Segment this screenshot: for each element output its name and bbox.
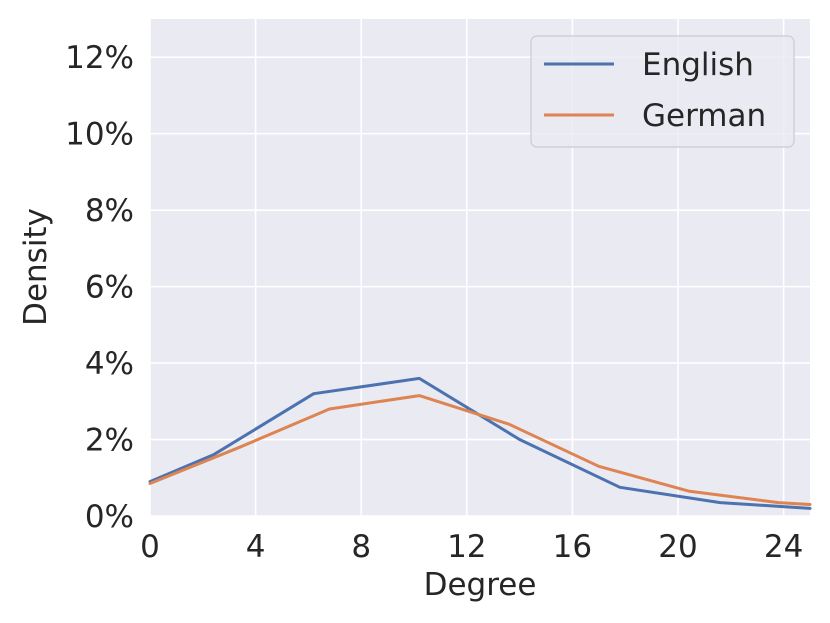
y-axis-label: Density bbox=[18, 208, 54, 326]
series-line-german bbox=[148, 394, 812, 506]
x-tick-labels: 0 4 8 12 16 20 24 bbox=[140, 529, 803, 565]
x-tick-label: 4 bbox=[246, 529, 266, 565]
y-tick-label: 6% bbox=[85, 270, 134, 306]
legend: English German bbox=[530, 35, 795, 148]
x-tick-label: 20 bbox=[658, 529, 697, 565]
legend-label-english: English bbox=[642, 47, 754, 83]
y-tick-label: 12% bbox=[65, 40, 134, 76]
x-tick-label: 24 bbox=[764, 529, 803, 565]
x-axis-label: Degree bbox=[424, 567, 537, 603]
y-tick-label: 4% bbox=[85, 346, 134, 382]
legend-label-german: German bbox=[642, 98, 766, 134]
y-tick-labels: 0% 2% 4% 6% 8% 10% 12% bbox=[65, 40, 134, 535]
y-tick-label: 10% bbox=[65, 117, 134, 153]
series-lines bbox=[148, 376, 812, 510]
x-tick-label: 12 bbox=[447, 529, 486, 565]
series-line-english bbox=[148, 376, 812, 510]
y-tick-label: 2% bbox=[85, 423, 134, 459]
x-tick-label: 16 bbox=[553, 529, 592, 565]
x-tick-label: 0 bbox=[140, 529, 160, 565]
y-tick-label: 0% bbox=[85, 499, 134, 535]
x-tick-label: 8 bbox=[351, 529, 371, 565]
y-tick-label: 8% bbox=[85, 193, 134, 229]
